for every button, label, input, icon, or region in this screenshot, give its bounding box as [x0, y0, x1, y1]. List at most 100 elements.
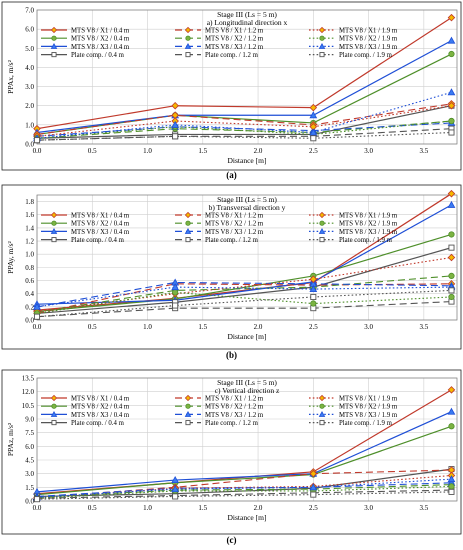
legend-swatch-marker	[318, 227, 326, 234]
legend-swatch-marker	[319, 237, 325, 243]
legend-swatch-marker	[185, 220, 191, 226]
legend-label: MTS V8 / X1 / 0.4 m	[71, 28, 130, 35]
x-tick-label: 1.0	[143, 504, 152, 512]
legend-label: MTS V8 / X2 / 1.2 m	[205, 221, 264, 228]
series-line	[36, 283, 452, 314]
y-tick-label: 1.8	[25, 198, 34, 206]
legend-swatch-marker	[51, 420, 57, 426]
series-line	[36, 103, 452, 135]
series-line	[36, 17, 452, 130]
series-line	[36, 233, 452, 313]
legend-label: MTS V8 / X3 / 1.2 m	[205, 229, 264, 236]
legend-swatch-marker	[319, 52, 325, 58]
legend-swatch-marker	[51, 52, 57, 58]
y-tick-label: 4.0	[25, 64, 34, 72]
series-line	[36, 286, 452, 308]
legend-swatch-marker	[184, 410, 192, 417]
x-tick-label: 3.5	[419, 323, 428, 331]
legend-label: MTS V8 / X2 / 1.9 m	[339, 36, 398, 43]
legend-label: MTS V8 / X1 / 0.4 m	[71, 396, 130, 403]
y-tick-label: 6.0	[25, 26, 34, 34]
y-tick-label: 13.5	[22, 375, 35, 383]
legend-label: MTS V8 / X1 / 1.9 m	[339, 28, 398, 35]
series-line	[36, 105, 452, 139]
x-tick-label: 3.5	[419, 147, 428, 155]
chart-subtitle: a) Longitudinal direction x	[207, 18, 288, 27]
data-point	[33, 313, 41, 320]
x-axis-label: Distance [m]	[228, 332, 267, 341]
legend-label: Plate comp. / 1.9 m	[339, 420, 393, 427]
y-tick-label: 7.0	[25, 7, 34, 15]
data-point	[448, 117, 455, 125]
legend-swatch-marker	[50, 42, 58, 49]
legend-swatch-marker	[51, 35, 57, 41]
legend-label: MTS V8 / X1 / 1.9 m	[339, 396, 398, 403]
legend-label: Plate comp. / 1.2 m	[205, 237, 259, 244]
x-tick-label: 0.5	[88, 323, 97, 331]
legend-label: MTS V8 / X2 / 1.9 m	[339, 221, 398, 228]
data-point	[172, 302, 179, 309]
series-line	[36, 482, 452, 497]
chart-panel-2: 0.0 0.2 0.4 0.6 0.8 1.0 1.2 1.4 1.6 1.8 0.0 0.5 1.0 1…	[1, 184, 462, 350]
data-point	[309, 275, 318, 283]
y-tick-label: 3.0	[25, 470, 34, 478]
y-tick-label: 0.2	[25, 303, 34, 311]
chart-panel-3: 0.0 1.5 3.0 4.5 6.0 7.5 9.0 10.5 12.0 13.5 0.0 0.5 1…	[1, 369, 462, 535]
series-line	[36, 91, 452, 139]
data-point	[447, 13, 456, 22]
legend-swatch-marker	[50, 211, 58, 219]
legend-label: MTS V8 / X3 / 1.9 m	[339, 44, 398, 51]
legend-label: MTS V8 / X2 / 1.9 m	[339, 404, 398, 411]
series-line	[36, 120, 452, 139]
data-point	[309, 469, 318, 478]
data-point	[172, 493, 179, 500]
chart-panel-1: 0.0 1.0 2.0 3.0 4.0 5.0 6.0 7.0 0.0 0.5 1.0 1.5 2.0 2…	[1, 1, 462, 171]
legend-label: MTS V8 / X3 / 0.4 m	[71, 229, 130, 236]
data-point	[448, 50, 455, 58]
y-tick-label: 1.5	[25, 484, 34, 492]
data-point	[447, 88, 456, 96]
y-tick-label: 4.5	[25, 457, 34, 465]
data-point	[447, 253, 456, 262]
data-point	[448, 287, 455, 294]
series-line	[36, 489, 452, 499]
legend-swatch-marker	[50, 26, 58, 34]
legend-swatch-marker	[185, 420, 191, 426]
series-line	[36, 291, 452, 314]
data-point	[448, 129, 455, 136]
data-point	[448, 483, 455, 490]
data-point	[447, 386, 456, 394]
data-point	[172, 133, 179, 140]
data-point	[309, 111, 318, 119]
y-tick-label: 0.0	[25, 141, 34, 149]
y-tick-label: 0.8	[25, 264, 34, 272]
legend-label: Plate comp. / 1.2 m	[205, 52, 259, 59]
x-tick-label: 2.0	[254, 504, 263, 512]
data-point	[309, 103, 318, 112]
x-tick-label: 1.0	[143, 323, 152, 331]
series-line	[36, 247, 452, 315]
series-line	[36, 289, 452, 318]
y-axis-label: PPAz, m/s²	[6, 422, 15, 456]
x-tick-label: 1.5	[198, 323, 207, 331]
legend-swatch-marker	[319, 420, 325, 426]
x-tick-label: 0.0	[33, 323, 42, 331]
x-tick-label: 1.5	[198, 504, 207, 512]
legend-label: MTS V8 / X2 / 0.4 m	[71, 221, 130, 228]
chart-subtitle: b) Transversal direction y	[209, 203, 286, 212]
series-line	[36, 105, 452, 137]
series-line	[36, 275, 452, 313]
data-point	[447, 200, 456, 208]
legend-swatch-marker	[318, 394, 326, 402]
legend-swatch-marker	[318, 42, 326, 49]
x-tick-label: 1.5	[198, 147, 207, 155]
y-tick-label: 0.0	[25, 317, 34, 325]
series-line	[36, 478, 452, 498]
data-point	[447, 407, 456, 415]
data-point	[33, 302, 41, 310]
x-tick-label: 0.0	[33, 147, 42, 155]
y-tick-label: 2.0	[25, 102, 34, 110]
series-line	[36, 425, 452, 496]
